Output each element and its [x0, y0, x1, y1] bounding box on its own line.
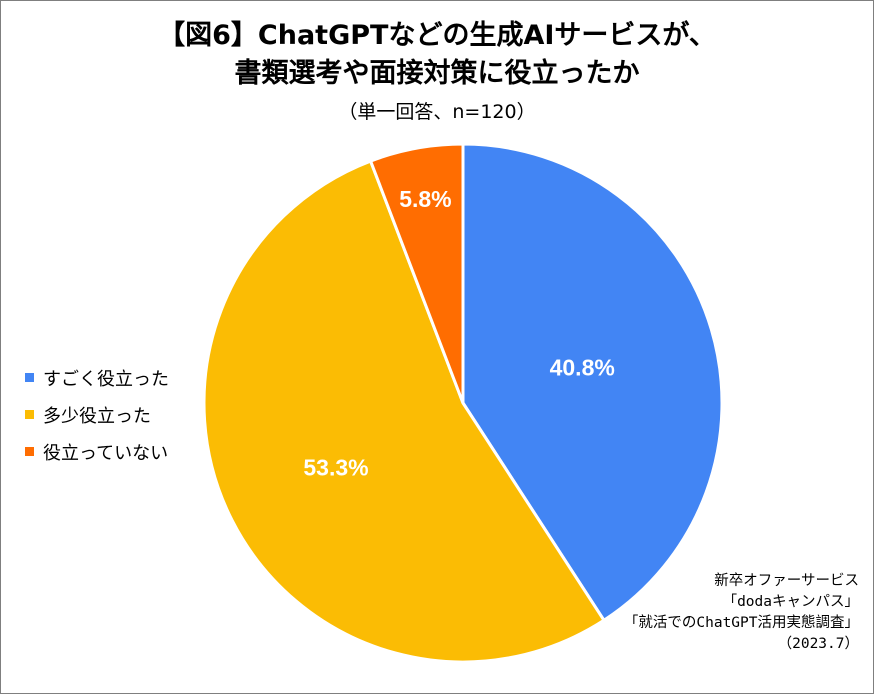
legend-label-very-helpful: すごく役立った [43, 368, 169, 390]
legend-swatch-somewhat-helpful [25, 410, 34, 419]
legend-label-somewhat-helpful: 多少役立った [43, 405, 151, 427]
pie-slice-somewhat-helpful [202, 159, 606, 664]
legend-label-not-helpful: 役立っていない [43, 442, 169, 464]
legend-swatch-very-helpful [25, 373, 34, 382]
source-line-1: 新卒オファーサービス [714, 573, 859, 589]
slice-label-very-helpful: 40.8% [550, 355, 615, 381]
legend-swatch-not-helpful [25, 447, 34, 456]
chart-title-line1: 【図6】ChatGPTなどの生成AIサービスが、 [158, 20, 716, 51]
legend-item-very-helpful: すごく役立った [25, 359, 169, 396]
chart-title-line2: 書類選考や面接対策に役立ったか [234, 58, 640, 89]
source-line-3: 「就活でのChatGPT活用実態調査」 [623, 615, 859, 631]
pie-slice-not-helpful [369, 142, 465, 405]
source-line-2: 「dodaキャンパス」 [722, 594, 859, 610]
slice-label-not-helpful: 5.8% [399, 186, 451, 212]
source-line-4: （2023.7） [777, 636, 859, 652]
source-note: 新卒オファーサービス 「dodaキャンパス」 「就活でのChatGPT活用実態調… [624, 571, 859, 655]
chart-subtitle: （単一回答、n=120） [338, 101, 536, 123]
legend-item-not-helpful: 役立っていない [25, 433, 169, 470]
legend-item-somewhat-helpful: 多少役立った [25, 396, 169, 433]
slice-label-somewhat-helpful: 53.3% [303, 455, 368, 481]
legend: すごく役立った 多少役立った 役立っていない [25, 359, 169, 470]
